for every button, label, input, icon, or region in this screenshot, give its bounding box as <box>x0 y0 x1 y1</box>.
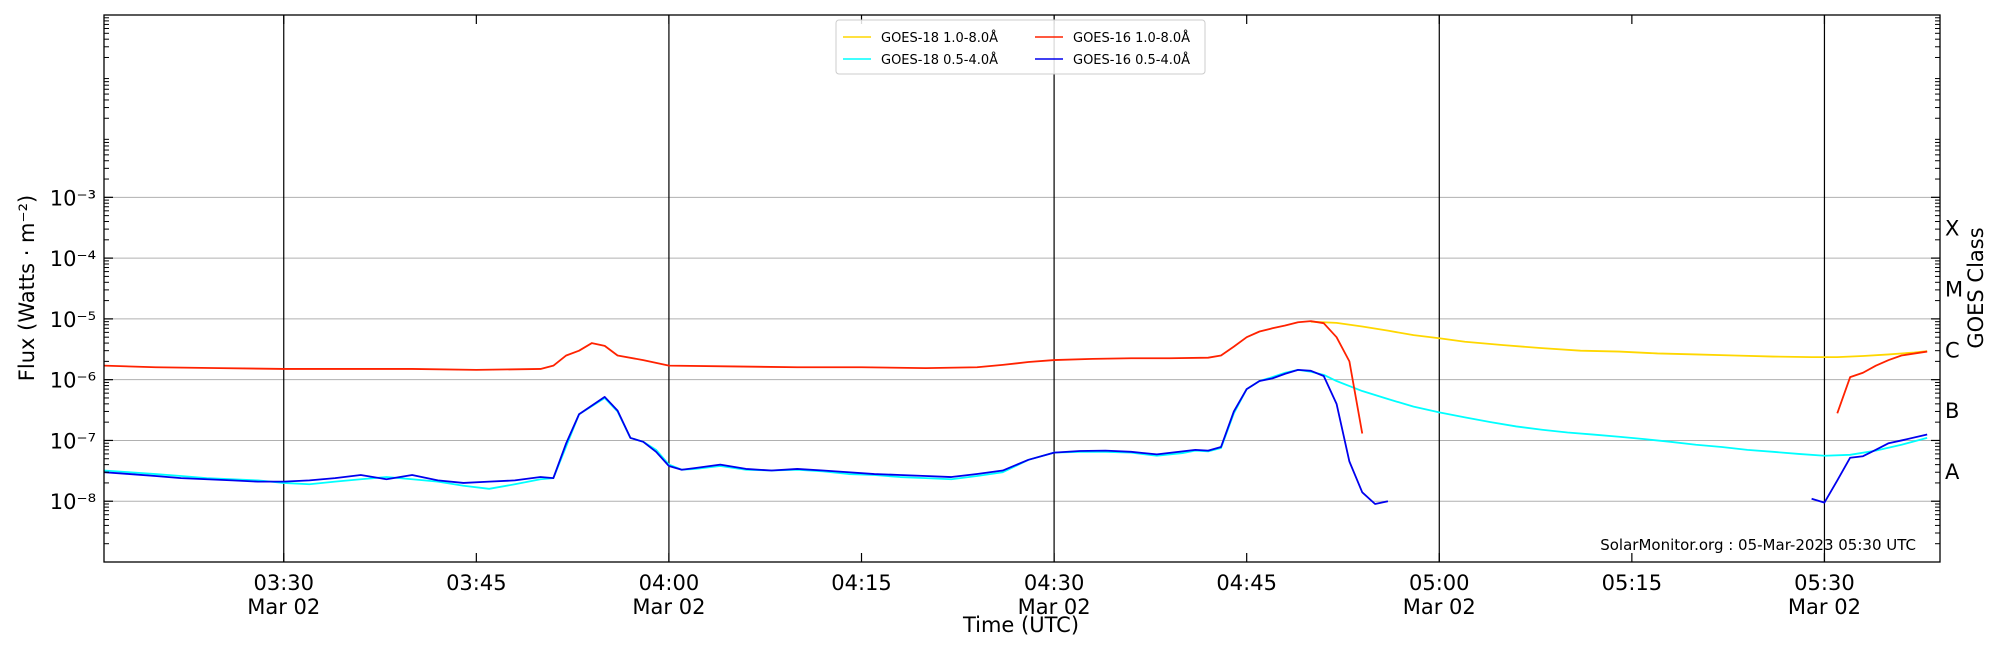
series-line-0-segment-0 <box>1310 320 1928 359</box>
series-line-2-segment-1 <box>1836 350 1928 414</box>
series-lines <box>103 320 1928 505</box>
x-tick-date-label: Mar 02 <box>1788 595 1861 619</box>
x-tick-date-label: Mar 02 <box>1403 595 1476 619</box>
goes-class-labels: X M C B A <box>1945 217 1963 484</box>
legend-label-goes16-long: GOES-16 1.0-8.0Å <box>1073 30 1190 46</box>
x-tick-date-label: Mar 02 <box>632 595 705 619</box>
x-tick-label: 05:15 <box>1602 571 1663 595</box>
goes-class-label: M <box>1945 278 1963 302</box>
y-tick-label: 10⁻⁵ <box>50 308 96 332</box>
y-tick-label: 10⁻⁴ <box>50 247 96 271</box>
y-tick-label: 10⁻³ <box>50 186 96 210</box>
series-line-3-segment-0 <box>103 368 1389 505</box>
grid-lines <box>104 196 1940 502</box>
y-axis-right-title: GOES Class <box>1964 227 1988 348</box>
goes-class-label: X <box>1945 217 1959 241</box>
x-tick-label: 04:30 <box>1024 571 1085 595</box>
legend-box <box>835 19 1206 75</box>
goes-class-label: A <box>1945 460 1960 484</box>
series-line-3-segment-1 <box>1811 433 1928 504</box>
series-line-2-segment-0 <box>103 320 1364 434</box>
x-tick-label: 05:00 <box>1409 571 1470 595</box>
y-axis-title: Flux (Watts · m⁻²) <box>15 195 39 381</box>
x-tick-label: 03:45 <box>446 571 507 595</box>
legend-label-goes16-short: GOES-16 0.5-4.0Å <box>1073 52 1190 68</box>
x-axis-title: Time (UTC) <box>962 613 1079 637</box>
x-tick-label: 04:15 <box>831 571 892 595</box>
legend-label-goes18-long: GOES-18 1.0-8.0Å <box>881 30 998 46</box>
credit-text: SolarMonitor.org : 05-Mar-2023 05:30 UTC <box>1600 536 1916 554</box>
y-tick-label: 10⁻⁶ <box>50 369 96 393</box>
x-tick-label: 05:30 <box>1794 571 1855 595</box>
y-tick-label: 10⁻⁸ <box>50 490 96 514</box>
axis-ticks <box>104 15 1940 562</box>
x-tick-date-label: Mar 02 <box>247 595 320 619</box>
x-tick-label: 04:45 <box>1216 571 1277 595</box>
goes-class-label: C <box>1945 338 1960 362</box>
legend: GOES-18 1.0-8.0Å GOES-18 0.5-4.0Å GOES-1… <box>835 19 1206 75</box>
x-tick-date-label: Mar 02 <box>1018 595 1091 619</box>
day-vertical-lines <box>283 15 1826 562</box>
plot-frame <box>103 14 1941 563</box>
y-tick-label: 10⁻⁷ <box>50 429 96 453</box>
legend-label-goes18-short: GOES-18 0.5-4.0Å <box>881 52 998 68</box>
x-tick-label: 03:30 <box>253 571 314 595</box>
x-tick-label: 04:00 <box>639 571 700 595</box>
goes-class-label: B <box>1945 399 1959 423</box>
